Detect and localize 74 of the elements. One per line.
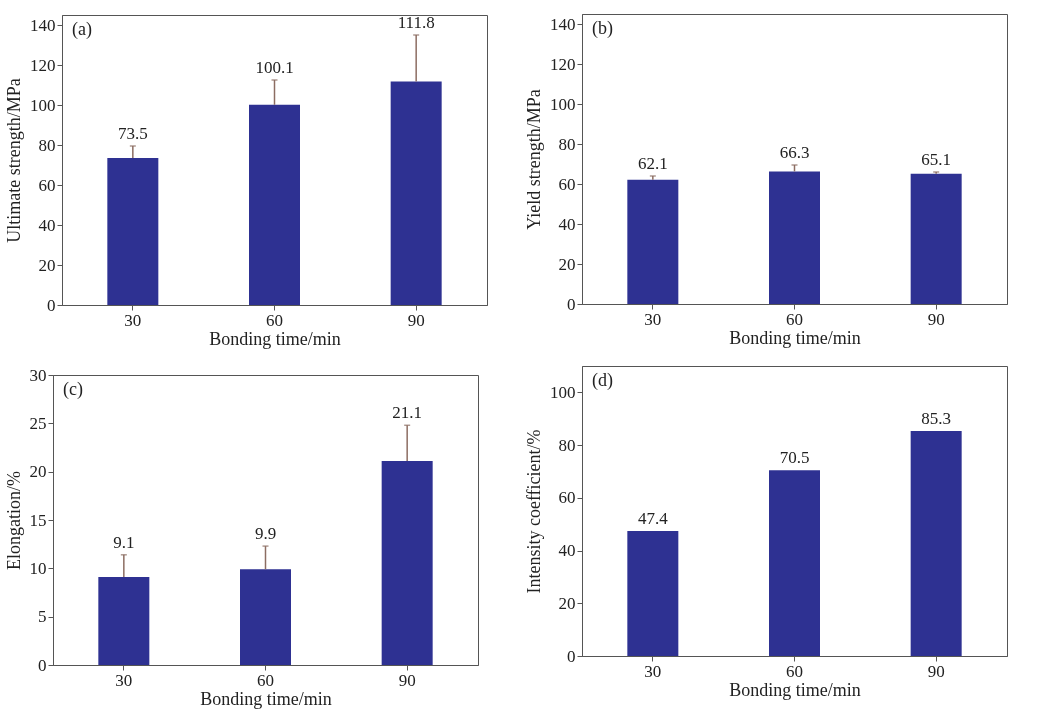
y-tick-label: 0 — [47, 295, 56, 315]
x-tick-label: 60 — [786, 661, 803, 681]
data-label: 21.1 — [392, 403, 423, 423]
data-label: 70.5 — [779, 448, 810, 468]
y-tick-label: 100 — [30, 95, 56, 115]
y-tick-label: 40 — [558, 214, 576, 234]
annotation: (b) — [592, 18, 613, 39]
data-label: 100.1 — [255, 58, 294, 77]
data-label: 111.8 — [397, 13, 435, 32]
y-tick-label: 20 — [38, 255, 56, 275]
x-axis-title: Bonding time/min — [729, 327, 861, 348]
y-tick-label: 5 — [38, 607, 47, 627]
y-tick-label: 0 — [567, 294, 576, 314]
y-tick-label: 15 — [29, 510, 47, 530]
y-tick-label: 40 — [38, 215, 56, 235]
x-tick-label: 90 — [927, 661, 945, 681]
data-label: 85.3 — [921, 409, 952, 429]
data-label: 9.9 — [254, 524, 277, 544]
bar — [910, 431, 962, 656]
bar — [390, 81, 442, 305]
x-tick-label: 90 — [927, 309, 945, 329]
y-tick-label: 25 — [29, 413, 47, 433]
y-tick-label: 140 — [30, 15, 56, 35]
bar — [381, 461, 433, 665]
y-tick-label: 80 — [558, 435, 576, 455]
y-tick-label: 80 — [558, 134, 576, 154]
data-label: 62.1 — [637, 154, 668, 173]
data-label: 47.4 — [637, 509, 669, 529]
y-tick-label: 20 — [29, 462, 47, 482]
y-tick-label: 80 — [38, 135, 56, 155]
y-axis-title: Elongation/% — [3, 471, 24, 570]
x-tick-label: 30 — [644, 661, 662, 681]
x-axis-title: Bonding time/min — [209, 328, 341, 349]
x-tick-label: 60 — [786, 309, 803, 329]
bar — [249, 104, 300, 305]
y-tick-label: 20 — [558, 254, 576, 274]
y-tick-label: 140 — [550, 14, 576, 34]
bar — [769, 470, 820, 656]
y-tick-label: 30 — [29, 365, 47, 385]
x-tick-label: 60 — [257, 670, 274, 690]
y-tick-label: 10 — [29, 558, 47, 578]
y-tick-label: 120 — [550, 54, 576, 74]
y-tick-label: 0 — [38, 655, 47, 675]
annotation: (a) — [72, 19, 92, 40]
y-tick-label: 100 — [550, 382, 576, 402]
y-tick-label: 120 — [30, 55, 56, 75]
y-tick-label: 100 — [550, 94, 576, 114]
bar — [240, 569, 291, 665]
x-tick-label: 30 — [115, 670, 133, 690]
x-tick-label: 90 — [398, 670, 416, 690]
bar — [627, 531, 679, 656]
bar — [98, 577, 150, 665]
x-tick-label: 60 — [266, 310, 283, 330]
y-axis-title: Ultimate strength/MPa — [4, 78, 24, 243]
y-tick-label: 0 — [567, 646, 576, 666]
x-axis-title: Bonding time/min — [200, 688, 332, 709]
x-tick-label: 30 — [124, 310, 142, 330]
bar — [107, 158, 159, 305]
y-tick-label: 60 — [558, 488, 576, 508]
y-tick-label: 60 — [38, 175, 56, 195]
data-label: 73.5 — [117, 124, 148, 143]
x-tick-label: 30 — [644, 309, 662, 329]
data-label: 66.3 — [779, 143, 810, 162]
x-axis-title: Bonding time/min — [729, 679, 861, 700]
annotation: (c) — [63, 379, 83, 400]
y-axis-title: Yield strength/MPa — [524, 89, 544, 230]
annotation: (d) — [592, 370, 613, 391]
y-tick-label: 60 — [558, 174, 576, 194]
data-label: 65.1 — [921, 150, 952, 169]
y-tick-label: 20 — [558, 593, 576, 613]
y-tick-label: 40 — [558, 541, 576, 561]
x-tick-label: 90 — [407, 310, 425, 330]
data-label: 9.1 — [113, 532, 135, 552]
y-axis-title: Intensity coefficient/% — [524, 429, 544, 594]
